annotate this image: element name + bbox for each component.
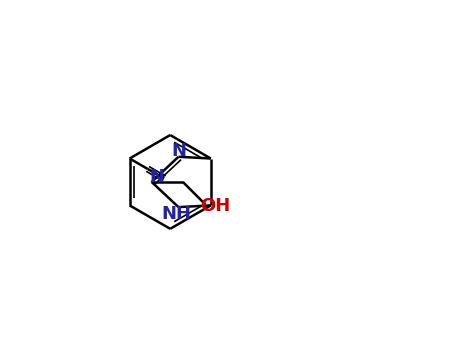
Text: N: N bbox=[172, 142, 187, 160]
Text: NH: NH bbox=[162, 205, 192, 223]
Text: OH: OH bbox=[200, 197, 230, 215]
Text: N: N bbox=[149, 168, 164, 186]
